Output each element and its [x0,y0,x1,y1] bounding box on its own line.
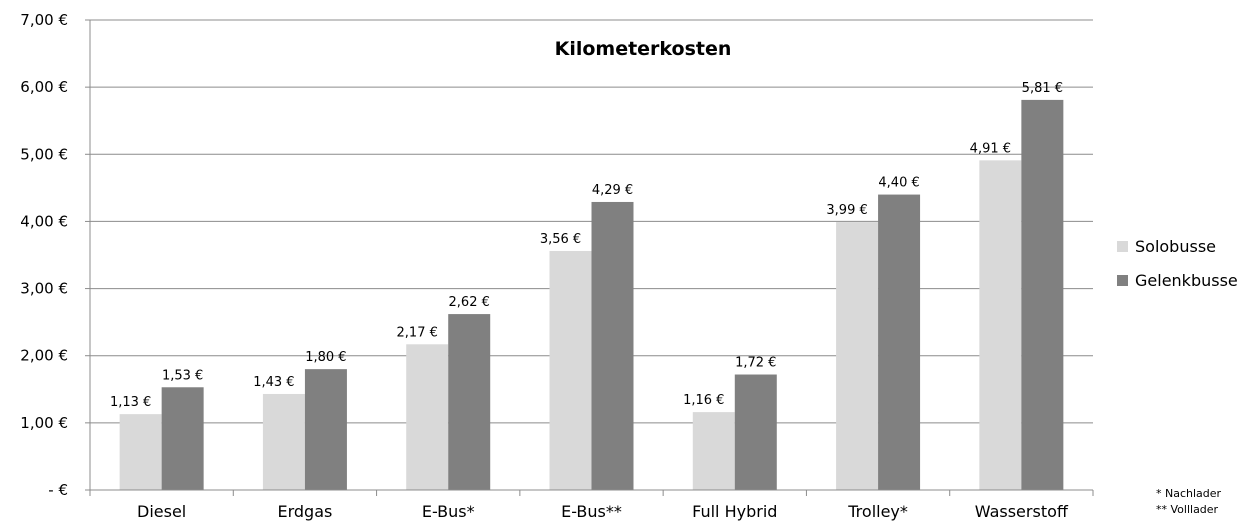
y-tick-label: 1,00 € [20,414,68,432]
y-tick-label: 4,00 € [20,212,68,230]
chart-title: Kilometerkosten [555,38,732,60]
bar-gelenkbusse-e-bus* [448,314,491,490]
x-tick-label: Diesel [137,502,186,521]
legend: Solobusse Gelenkbusse [1117,237,1238,290]
y-tick-label: 3,00 € [20,280,68,298]
x-tick-label: Wasserstoff [975,502,1069,521]
data-label: 1,13 € [110,395,151,410]
data-label: 1,43 € [253,375,294,390]
data-label: 2,17 € [397,325,438,340]
footnote: * Nachlader [1156,487,1222,500]
x-tick-labels: Diesel Erdgas E-Bus* E-Bus** Full Hybrid Trol… [137,502,1069,521]
y-tick-label: 2,00 € [20,347,68,365]
legend-swatch [1117,241,1128,252]
data-label: 1,53 € [162,368,203,383]
y-tick-label: 5,00 € [20,145,68,163]
bar-solobusse-wasserstoff [979,160,1022,491]
footnote: ** Volllader [1156,503,1219,516]
data-label: 1,16 € [683,393,724,408]
axes [85,19,1094,496]
bar-solobusse-erdgas [262,393,305,490]
legend-label: Gelenkbusse [1135,271,1238,290]
bar-gelenkbusse-e-bus** [591,201,634,490]
y-tick-labels: - € 1,00 € 2,00 € 3,00 € 4,00 € 5,00 € 6,00 € 7… [20,11,68,499]
bar-gelenkbusse-trolley* [878,194,921,491]
y-tick-label: 6,00 € [20,78,68,96]
x-tick-label: Trolley* [847,502,908,521]
bar-solobusse-e-bus* [406,344,449,490]
data-label: 4,29 € [592,183,633,198]
bar-solobusse-e-bus** [549,250,592,490]
footnotes: * Nachlader ** Volllader [1156,487,1222,516]
data-label: 5,81 € [1022,81,1063,96]
data-label: 3,56 € [540,232,581,247]
x-tick-label: Full Hybrid [692,502,777,521]
bar-gelenkbusse-diesel [161,387,204,490]
data-label: 3,99 € [826,203,867,218]
bar-gelenkbusse-erdgas [304,369,347,490]
x-tick-label: Erdgas [277,502,332,521]
data-label: 4,40 € [878,176,919,191]
data-label: 2,62 € [449,295,490,310]
data-label: 1,72 € [735,356,776,371]
y-tick-label: 7,00 € [20,11,68,29]
x-tick-label: E-Bus** [561,502,622,521]
data-label: 1,80 € [305,350,346,365]
data-labels: 1,13 € 1,53 € 1,43 € 1,80 € 2,17 € 2,62 € 3,56… [110,81,1063,410]
bar-solobusse-trolley* [836,222,879,490]
bar-solobusse-diesel [119,414,162,490]
bar-gelenkbusse-full hybrid [734,374,777,490]
bar-gelenkbusse-wasserstoff [1021,99,1064,491]
y-tick-label: - € [48,481,68,499]
bar-solobusse-full hybrid [692,412,735,490]
legend-swatch [1117,275,1128,286]
data-label: 4,91 € [970,141,1011,156]
x-tick-label: E-Bus* [422,502,475,521]
bars [119,99,1064,491]
legend-label: Solobusse [1135,237,1216,256]
